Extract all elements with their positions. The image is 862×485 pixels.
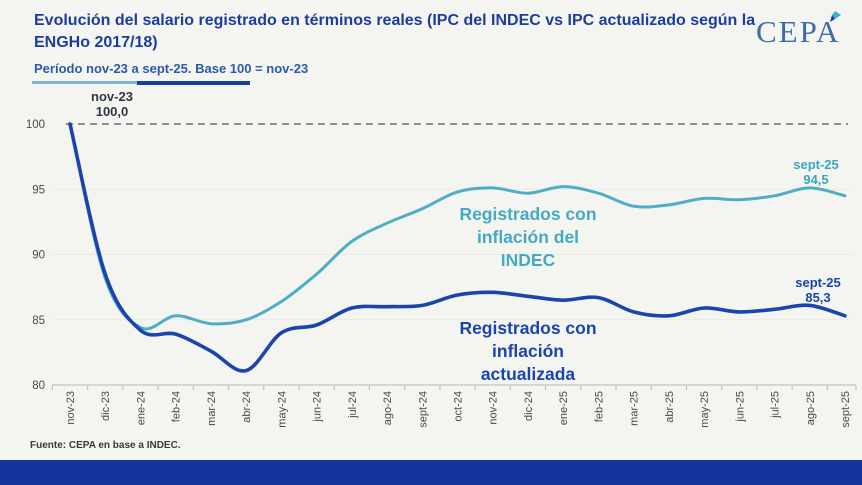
cepa-logo: CEPA [756, 11, 846, 56]
series-line-indec [68, 122, 847, 331]
start-value-number: 100,0 [95, 104, 129, 119]
x-axis-label: nov-23 [65, 391, 77, 425]
series-label-indec: Registrados con inflación del INDEC [459, 204, 597, 270]
x-axis-label: ene-25 [558, 391, 570, 425]
x-axis-label: abr-25 [664, 391, 676, 423]
end-value-month-actualizada: sept-25 [795, 275, 841, 290]
y-axis-label: 90 [32, 250, 45, 262]
end-value-number-indec: 94,5 [803, 172, 829, 187]
x-axis-label: mar-25 [629, 391, 641, 426]
x-axis-label: may-24 [276, 391, 288, 428]
cepa-logo-diamond-icon [830, 11, 841, 22]
source-note: Fuente: CEPA en base a INDEC. [30, 440, 181, 451]
x-axis-label: mar-24 [206, 391, 218, 426]
x-axis-label: sept-24 [417, 391, 429, 428]
end-value-number-actualizada: 85,3 [805, 290, 831, 305]
x-axis-label: oct-24 [453, 391, 465, 422]
end-value-label-indec: sept-25 94,5 [773, 157, 859, 187]
y-axis-label: 80 [32, 380, 45, 392]
end-value-month-indec: sept-25 [793, 157, 839, 172]
series-line-actualizada [68, 122, 847, 373]
x-axis-label: dic-24 [523, 391, 535, 421]
x-axis-label: feb-25 [593, 391, 605, 422]
x-axis-label: jun-25 [734, 391, 746, 423]
x-axis-label: may-25 [699, 391, 711, 428]
chart-subtitle: Período nov-23 a sept-25. Base 100 = nov… [34, 61, 309, 76]
x-axis-label: abr-24 [241, 391, 253, 423]
subtitle-underline-dark [137, 81, 250, 85]
x-axis-label: nov-24 [488, 391, 500, 425]
cepa-logo-text: CEPA [756, 14, 841, 49]
x-axis-label: ago-25 [805, 391, 817, 425]
x-axis-label: ago-24 [382, 391, 394, 425]
series-label-actualizada: Registrados con inflación actualizada [459, 318, 597, 384]
start-value-month: nov-23 [91, 89, 133, 104]
bottom-brand-bar [0, 460, 862, 485]
subtitle-underline-light [32, 81, 137, 84]
y-axis-label: 85 [32, 315, 45, 327]
x-axis-label: feb-24 [171, 391, 183, 422]
x-axis-label: sept-25 [840, 391, 852, 428]
y-axis-label: 95 [32, 184, 45, 196]
x-axis-label: jul-25 [770, 391, 782, 419]
start-value-label: nov-23 100,0 [72, 89, 152, 119]
y-axis-label: 100 [26, 119, 45, 131]
line-chart: 80 85 90 95 100 nov-23 dic-23 ene-24 feb-24 mar-2… [26, 119, 857, 428]
end-value-label-actualizada: sept-25 85,3 [775, 275, 861, 305]
subtitle-underline [32, 81, 250, 85]
x-axis-label: jul-24 [347, 391, 359, 419]
x-axis-label: jun-24 [312, 391, 324, 423]
x-axis-label: dic-23 [100, 391, 112, 421]
x-axis-label: ene-24 [135, 391, 147, 425]
chart-title: Evolución del salario registrado en térm… [34, 12, 756, 51]
